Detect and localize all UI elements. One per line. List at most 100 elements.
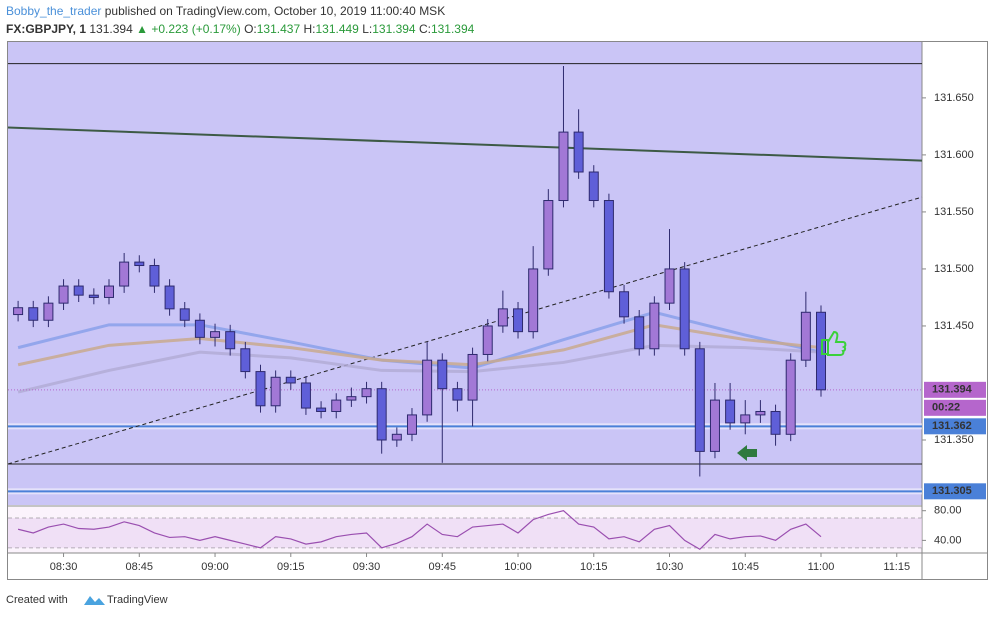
x-tick-label: 10:45	[731, 561, 759, 573]
candle-body	[149, 265, 160, 287]
candle-body	[376, 388, 387, 441]
candle-body	[725, 399, 736, 424]
candle-body	[528, 268, 539, 333]
line-tag: 131.305	[932, 485, 972, 497]
plot: 131.650 131.600 131.550 131.500 131.450 131.3…	[7, 63, 986, 573]
rsi-tick-label: 40.00	[934, 534, 962, 546]
x-tick-label: 09:45	[429, 561, 457, 573]
x-tick-label: 09:30	[353, 561, 381, 573]
candle-body	[406, 414, 417, 435]
y-tick-label: 131.550	[934, 206, 974, 218]
change: ▲ +0.223 (+0.17%)	[136, 22, 241, 36]
candle-body	[179, 308, 190, 321]
candle-body	[391, 433, 402, 441]
footer-text: Created with	[6, 594, 68, 606]
candle-body	[13, 307, 24, 316]
last-price-tag-bg	[924, 381, 986, 398]
candle-body	[316, 407, 327, 412]
candle-body	[482, 325, 493, 355]
candle-body	[467, 353, 478, 401]
candle-body	[497, 308, 508, 327]
y-tick-label: 131.350	[934, 434, 974, 446]
candle-body	[88, 294, 99, 298]
trend-line	[7, 196, 923, 465]
candle-body	[740, 414, 751, 424]
last: 131.394	[89, 22, 133, 36]
candle-body	[770, 410, 781, 435]
candle-body	[755, 410, 766, 416]
thumbs-up	[821, 330, 847, 356]
x-tick-label: 08:45	[126, 561, 154, 573]
candle-body	[285, 376, 296, 384]
x-tick-label: 09:15	[277, 561, 305, 573]
candle-body	[134, 261, 145, 267]
candle-body	[573, 131, 584, 173]
line-tag-bg	[924, 418, 986, 435]
candle-body	[331, 399, 342, 412]
candle-body	[240, 348, 251, 373]
candle-body	[28, 307, 39, 321]
y-tick-label: 131.450	[934, 320, 974, 332]
x-tick-label: 09:00	[201, 561, 229, 573]
tv-logo	[84, 596, 105, 605]
candle-body	[119, 261, 130, 287]
candle-body	[664, 268, 675, 304]
trend-line	[7, 126, 923, 162]
candle-body	[58, 285, 69, 304]
candle-body	[543, 200, 554, 270]
countdown: 00:22	[932, 402, 960, 414]
candle-body	[300, 382, 311, 409]
l-value: 131.394	[372, 22, 416, 36]
x-tick-label: 08:30	[50, 561, 78, 573]
candle-body	[346, 396, 357, 401]
candle-body	[225, 331, 236, 350]
c-value: 131.394	[431, 22, 475, 36]
candle-body	[452, 388, 463, 401]
candle-body	[513, 308, 524, 333]
candle-body	[694, 348, 705, 452]
h-value: 131.449	[315, 22, 359, 36]
candle-body	[270, 376, 281, 407]
candle-body	[709, 399, 720, 452]
candle-body	[800, 311, 811, 361]
candle-body	[649, 302, 660, 350]
x-tick-label: 10:30	[656, 561, 684, 573]
header-line: Bobby_the_trader published on TradingVie…	[6, 4, 445, 18]
x-tick-label: 11:15	[883, 561, 910, 573]
candle-body	[437, 359, 448, 390]
x-tick-label: 10:00	[504, 561, 532, 573]
candle-body	[679, 268, 690, 350]
l-label: L:	[362, 22, 372, 36]
candle-body	[603, 200, 614, 293]
y-tick-label: 131.600	[934, 149, 974, 161]
symbol: FX:GBPJPY, 1	[6, 22, 86, 36]
last-price-tag: 131.394	[932, 384, 973, 396]
candle-body	[194, 319, 205, 338]
candle-body	[422, 359, 433, 416]
candle-body	[558, 131, 569, 202]
candle-body	[210, 331, 221, 338]
candle-body	[634, 316, 645, 350]
candle-body	[103, 285, 114, 298]
symbol-line: FX:GBPJPY, 1 131.394 ▲ +0.223 (+0.17%) O…	[6, 22, 475, 36]
candle-body	[785, 359, 796, 435]
footer-brand: TradingView	[107, 594, 168, 606]
rsi-line	[17, 510, 822, 551]
candle-body	[43, 302, 54, 321]
line-tag-bg	[924, 483, 986, 500]
x-tick-label: 10:15	[580, 561, 608, 573]
c-label: C:	[419, 22, 431, 36]
countdown-bg	[924, 399, 986, 416]
candle-body	[361, 388, 372, 398]
candle-body	[588, 171, 599, 202]
candle-body	[255, 371, 266, 407]
arrow-marker	[737, 445, 757, 461]
y-tick-label: 131.650	[934, 92, 974, 104]
o-label: O:	[244, 22, 257, 36]
price-pane	[8, 42, 922, 505]
x-tick-label: 11:00	[808, 561, 835, 573]
candle-body	[619, 291, 630, 318]
published: published on TradingView.com, October 10…	[105, 4, 445, 18]
line-tag: 131.362	[932, 420, 972, 432]
